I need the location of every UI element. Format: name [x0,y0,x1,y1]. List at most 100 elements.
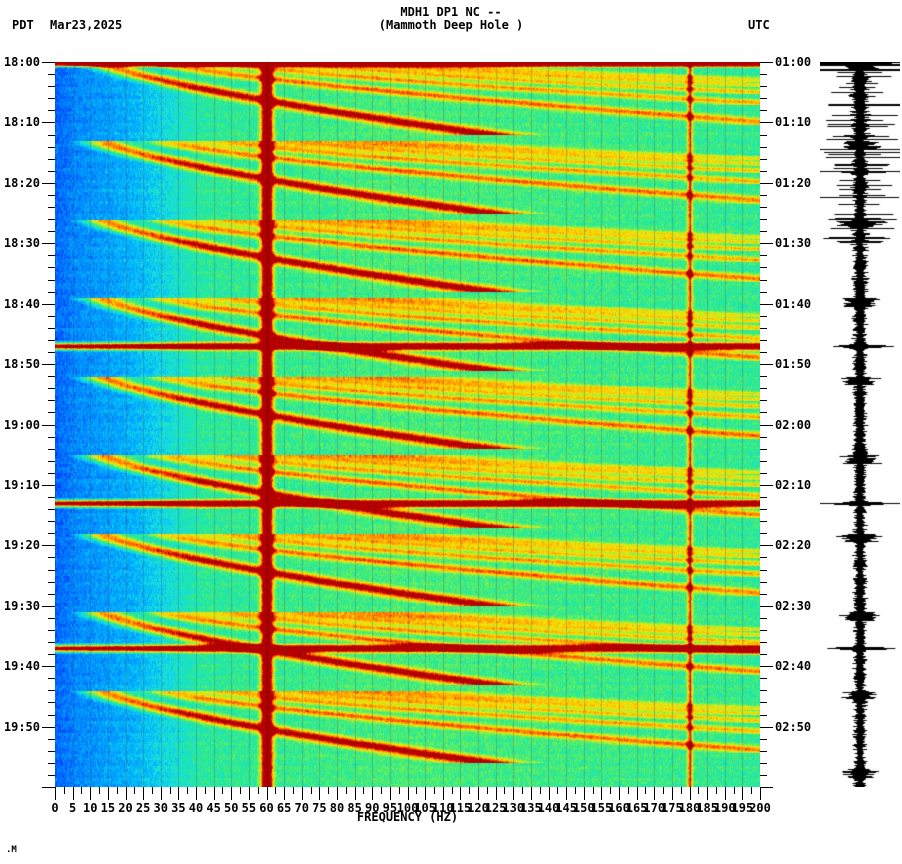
tick-bottom [107,787,109,800]
timezone-label-right: UTC [748,18,770,32]
tick-left [48,412,55,414]
tick-right [760,315,767,317]
tick-left [48,388,55,390]
frequency-tick-label: 200 [749,801,771,815]
frequency-tick-label: 50 [224,801,239,815]
frequency-tick-label: 150 [572,801,595,815]
time-label-right: 01:30 [775,236,812,251]
tick-bottom [442,787,444,800]
tick-left [48,509,55,511]
tick-right [760,303,773,305]
tick-bottom [530,787,532,800]
tick-right [760,364,773,366]
tick-right [760,714,767,716]
tick-bottom [689,787,691,800]
tick-right [760,557,767,559]
seismogram-trace [820,62,900,787]
tick-right [760,569,767,571]
tick-right [760,654,767,656]
tick-right [760,255,767,257]
tick-bottom [715,787,717,794]
tick-bottom [707,787,709,800]
frequency-tick-label: 165 [625,801,648,815]
tick-left [48,352,55,353]
tick-bottom [425,787,427,800]
page-title: MDH1 DP1 NC -- [400,5,502,19]
tick-left [48,291,55,293]
frequency-tick-label: 0 [51,801,59,815]
tick-right [760,581,767,583]
time-label-right: 01:20 [775,175,812,190]
tick-bottom [557,787,559,794]
tick-bottom [363,787,365,794]
frequency-tick-label: 100 [396,801,419,815]
tick-bottom [328,787,330,794]
tick-left [48,339,55,341]
tick-right [760,738,767,740]
tick-bottom [751,787,753,794]
tick-left [42,726,55,728]
frequency-tick-label: 120 [467,801,489,815]
tick-bottom [733,787,735,794]
frequency-tick-label: 90 [365,801,380,815]
frequency-tick-label: 130 [502,801,525,815]
tick-bottom [407,787,409,800]
tick-bottom [275,787,277,794]
tick-left [48,207,55,208]
tick-right [760,376,767,378]
frequency-tick-label: 140 [537,801,560,815]
tick-bottom [169,787,171,794]
tick-bottom [619,787,620,800]
tick-right [760,533,767,535]
tick-right [760,98,767,100]
spectrogram-plot [55,62,760,787]
tick-right [760,678,767,680]
tick-left [48,678,55,680]
frequency-tick-label: 110 [431,801,454,815]
tick-bottom [222,787,224,794]
tick-bottom [257,787,259,794]
tick-bottom [460,787,462,800]
tick-right [760,267,767,269]
tick-right [760,642,767,643]
tick-bottom [389,787,391,800]
tick-bottom [583,787,585,800]
tick-bottom [627,787,629,794]
tick-bottom [248,787,250,800]
tick-left [48,557,55,559]
tick-left [48,690,55,692]
time-label-right: 01:00 [775,55,812,69]
tick-left [48,774,55,776]
tick-right [760,497,767,498]
frequency-tick-label: 70 [294,801,309,815]
tick-left [42,62,55,63]
tick-bottom [381,787,383,794]
tick-right [760,279,767,281]
tick-right [760,593,767,595]
tick-right [760,509,767,511]
tick-right [760,787,773,788]
tick-bottom [680,787,682,794]
frequency-tick-label: 5 [69,801,77,815]
tick-left [42,787,55,788]
tick-bottom [116,787,118,794]
tick-right [760,86,767,88]
time-label-left: 19:50 [3,719,40,734]
frequency-tick-label: 195 [731,801,754,815]
tick-bottom [398,787,400,794]
frequency-tick-label: 75 [312,801,327,815]
tick-bottom [151,787,153,794]
tick-right [760,182,773,184]
tick-left [48,436,55,438]
tick-left [48,569,55,571]
time-label-left: 19:10 [3,477,40,492]
tick-bottom [698,787,700,794]
tick-left [48,170,55,172]
tick-left [48,702,55,704]
frequency-tick-label: 95 [382,801,398,815]
tick-bottom [513,787,515,800]
tick-right [760,690,767,692]
tick-bottom [539,787,541,794]
frequency-tick-label: 85 [347,801,362,815]
